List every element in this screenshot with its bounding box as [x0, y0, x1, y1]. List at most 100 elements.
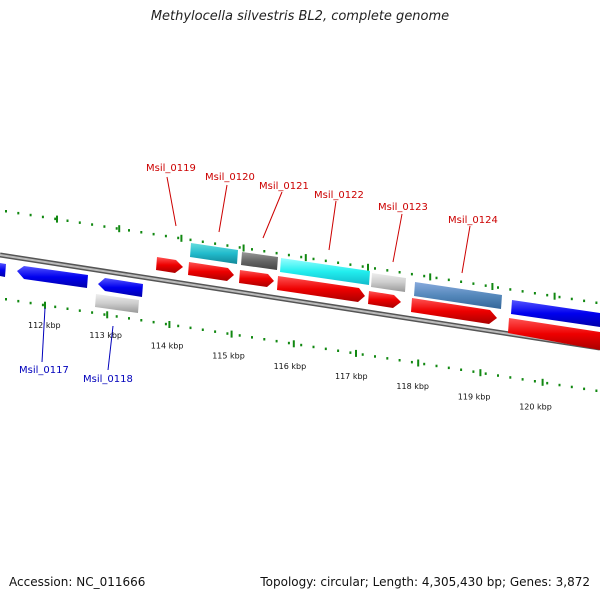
minor-tick [275, 339, 278, 343]
minor-tick [226, 332, 229, 335]
minor-tick [447, 278, 450, 282]
minor-tick [128, 317, 130, 320]
minor-tick [497, 286, 499, 289]
gene-label-msil-0121: Msil_0121 [259, 181, 309, 192]
minor-tick [189, 326, 192, 330]
tick-labels: 112 kbp 113 kbp 114 kbp 115 kbp 116 kbp 117 k… [28, 321, 552, 412]
minor-tick [533, 292, 536, 295]
minor-tick [66, 307, 69, 310]
gene-label-msil-0117: Msil_0117 [19, 365, 69, 376]
gene-label-msil-0122: Msil_0122 [314, 190, 364, 201]
minor-tick [177, 324, 180, 328]
minor-tick [324, 259, 327, 263]
tick-label: 114 kbp [151, 341, 184, 350]
minor-tick [263, 338, 266, 341]
minor-tick [386, 357, 389, 360]
misc-feature [95, 294, 139, 313]
tick-label: 112 kbp [28, 321, 61, 330]
minor-tick [595, 389, 598, 392]
minor-tick [435, 276, 438, 280]
tick-label: 116 kbp [274, 362, 307, 371]
minor-tick [386, 269, 389, 272]
gene-feature [190, 243, 238, 264]
tick-label: 119 kbp [458, 392, 491, 401]
accession-text: Accession: NC_011666 [9, 575, 146, 589]
minor-tick [570, 297, 573, 301]
minor-tick [546, 293, 549, 297]
minor-tick [337, 261, 340, 264]
minor-tick [423, 362, 426, 366]
tick-label: 115 kbp [212, 352, 245, 361]
minor-tick [337, 349, 340, 352]
minor-tick [509, 288, 512, 291]
cds-reverse [511, 300, 600, 327]
minor-tick [287, 341, 290, 345]
leader-line [461, 225, 471, 274]
gene-label-msil-0124: Msil_0124 [448, 215, 498, 226]
minor-tick [312, 257, 315, 261]
minor-tick [177, 236, 180, 240]
minor-tick [410, 272, 413, 276]
minor-tick [509, 376, 512, 379]
inner-tick-track [5, 298, 598, 392]
minor-tick [128, 229, 130, 232]
minor-tick [460, 280, 463, 283]
minor-tick [521, 290, 524, 293]
feature-blocks [0, 243, 600, 350]
gene-feature [414, 282, 502, 309]
minor-tick [78, 221, 81, 224]
minor-tick [398, 359, 401, 362]
minor-tick [447, 366, 450, 370]
minor-tick [66, 219, 69, 222]
minor-tick [398, 271, 401, 274]
minor-tick [361, 353, 364, 356]
cds-forward [277, 276, 365, 302]
minor-tick [521, 378, 524, 381]
minor-tick [583, 387, 586, 391]
minor-tick [263, 250, 266, 253]
major-tick [230, 330, 233, 338]
minor-tick [115, 227, 118, 230]
minor-tick [152, 232, 155, 236]
minor-tick [251, 248, 253, 251]
leader-line [107, 325, 114, 371]
minor-tick [349, 351, 352, 354]
minor-tick [29, 213, 32, 217]
minor-tick [472, 282, 475, 285]
gene-feature [371, 273, 406, 292]
minor-tick [189, 238, 192, 242]
major-tick [367, 263, 369, 271]
minor-tick [5, 298, 7, 301]
tick-label: 117 kbp [335, 372, 368, 381]
minor-tick [435, 364, 438, 368]
major-tick [541, 378, 544, 386]
major-tick [44, 301, 46, 309]
major-tick [118, 225, 121, 233]
minor-tick [78, 309, 81, 312]
minor-tick [226, 244, 229, 247]
minor-tick [140, 231, 143, 234]
minor-tick [103, 225, 106, 228]
cds-forward [368, 291, 401, 308]
minor-tick [152, 320, 155, 324]
gene-feature [241, 252, 278, 270]
minor-tick [164, 234, 167, 238]
major-tick [180, 234, 183, 242]
cds-reverse [98, 278, 143, 297]
tick-label: 113 kbp [89, 331, 122, 340]
minor-tick [238, 246, 241, 249]
minor-tick [423, 274, 426, 278]
minor-tick [54, 305, 57, 309]
cds-forward [188, 262, 234, 281]
major-tick [417, 359, 420, 367]
minor-tick [251, 336, 253, 339]
major-tick [304, 254, 307, 262]
gene-label-msil-0123: Msil_0123 [378, 202, 428, 213]
outer-tick-track [5, 210, 598, 304]
gene-labels: Msil_0117 Msil_0118 Msil_0119 Msil_0120 … [19, 163, 498, 385]
minor-tick [275, 251, 278, 255]
cds-forward [239, 270, 274, 287]
minor-tick [324, 347, 327, 351]
minor-tick [484, 372, 487, 375]
